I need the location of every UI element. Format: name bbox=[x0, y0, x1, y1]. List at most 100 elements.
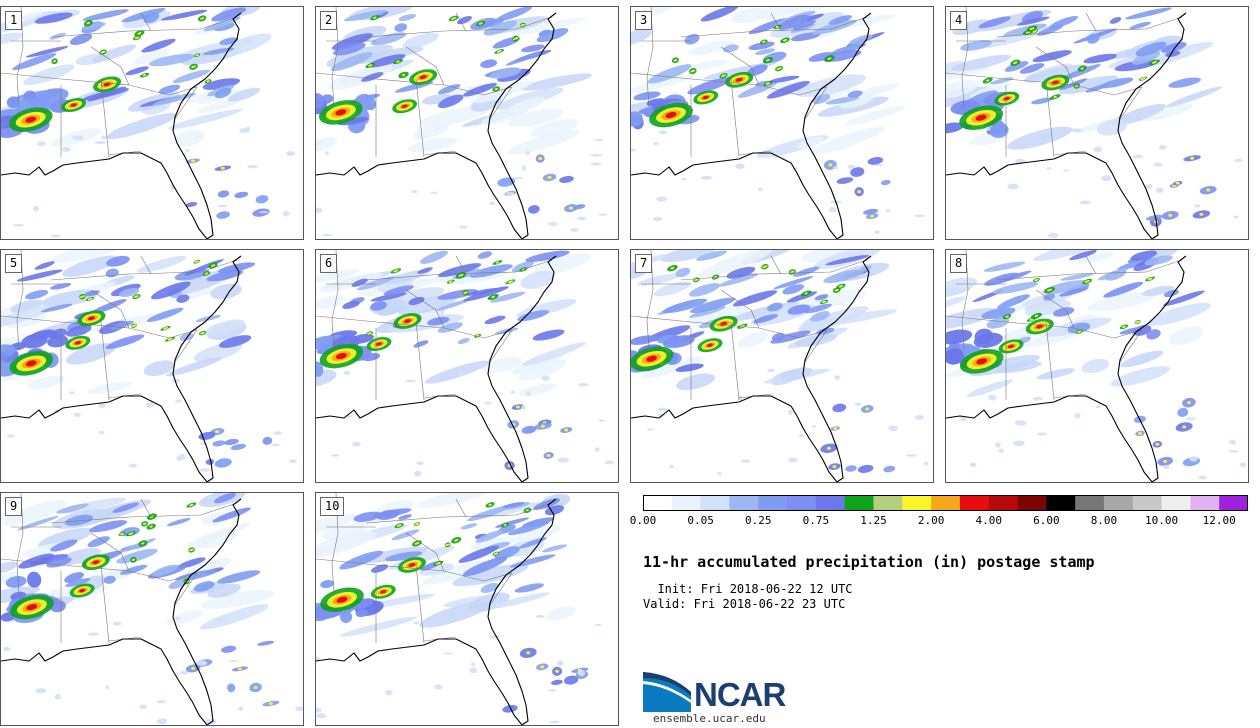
precip-speck bbox=[1132, 154, 1143, 159]
precip-speck bbox=[434, 684, 443, 690]
precip-cell bbox=[870, 214, 875, 218]
precip-speck bbox=[156, 700, 166, 704]
precip-cell bbox=[435, 561, 442, 565]
precip-band bbox=[384, 551, 423, 562]
precip-speck bbox=[798, 433, 805, 438]
precip-band bbox=[787, 304, 811, 315]
state-border bbox=[489, 572, 513, 606]
precip-band bbox=[790, 32, 821, 42]
state-border bbox=[1045, 321, 1055, 401]
precip-band bbox=[202, 78, 241, 90]
precip-speck bbox=[128, 463, 138, 468]
precip-core-red bbox=[404, 319, 412, 323]
precip-light-area bbox=[820, 309, 897, 326]
precip-band bbox=[394, 23, 408, 32]
precip-speck bbox=[1047, 232, 1059, 239]
member-panel-6[interactable]: 6 bbox=[315, 249, 619, 483]
state-border bbox=[680, 16, 868, 38]
member-panel-10[interactable]: 10 bbox=[315, 492, 619, 726]
state-border bbox=[1035, 289, 1075, 329]
precip-cell bbox=[826, 446, 831, 450]
precip-band bbox=[214, 493, 236, 504]
colorbar-swatch bbox=[671, 495, 702, 511]
precip-cell bbox=[1013, 61, 1018, 65]
precip-speck bbox=[246, 164, 259, 169]
colorbar-border bbox=[643, 495, 1248, 511]
precip-band bbox=[1004, 61, 1029, 72]
precip-speck bbox=[652, 142, 659, 146]
precip-light-area bbox=[780, 367, 813, 382]
precip-band bbox=[330, 52, 373, 72]
precip-cell bbox=[212, 440, 226, 447]
colorbar-swatch bbox=[1190, 495, 1220, 511]
precip-speck bbox=[874, 164, 884, 167]
precip-band bbox=[355, 609, 368, 618]
precip-light-area bbox=[691, 59, 729, 70]
logo-url: ensemble.ucar.edu bbox=[653, 712, 766, 725]
precip-cell bbox=[513, 37, 519, 40]
precip-cell bbox=[832, 465, 837, 469]
precip-band bbox=[978, 16, 1011, 29]
precip-light-area bbox=[136, 255, 187, 273]
member-panel-4[interactable]: 4 bbox=[945, 6, 1249, 240]
precip-core-red bbox=[1007, 344, 1015, 349]
precip-band bbox=[1016, 16, 1050, 26]
precip-band bbox=[1109, 17, 1122, 24]
member-panel-7[interactable]: 7 bbox=[630, 249, 934, 483]
precip-cell bbox=[563, 675, 579, 685]
precip-band bbox=[662, 298, 708, 314]
panel-number: 7 bbox=[635, 254, 653, 273]
precip-speck bbox=[35, 688, 47, 694]
precip-light-area bbox=[357, 546, 429, 564]
precip-band bbox=[828, 15, 853, 25]
precip-cell bbox=[478, 22, 483, 25]
precip-band bbox=[47, 335, 69, 348]
state-border bbox=[365, 259, 553, 281]
member-panel-3[interactable]: 3 bbox=[630, 6, 934, 240]
precip-speck bbox=[757, 187, 763, 192]
precip-cell bbox=[1140, 77, 1146, 81]
precip-speck bbox=[960, 416, 967, 422]
colorbar-swatch bbox=[1046, 495, 1076, 511]
precip-speck bbox=[590, 154, 603, 157]
member-panel-9[interactable]: 9 bbox=[0, 492, 304, 726]
precip-light-area bbox=[1110, 366, 1171, 387]
member-panel-8[interactable]: 8 bbox=[945, 249, 1249, 483]
precip-light-area bbox=[167, 109, 243, 130]
precip-speck bbox=[998, 448, 1004, 453]
state-border bbox=[758, 327, 828, 339]
precip-cell bbox=[690, 69, 696, 73]
precip-light-area bbox=[518, 383, 557, 397]
precip-cell bbox=[494, 87, 498, 91]
precip-band bbox=[983, 261, 1026, 272]
state-border bbox=[415, 78, 425, 158]
precip-light-area bbox=[207, 583, 241, 598]
colorbar-swatch bbox=[902, 495, 932, 511]
state-border bbox=[946, 315, 1075, 329]
precip-speck bbox=[1070, 128, 1083, 133]
precip-cell bbox=[1034, 278, 1039, 282]
precip-band bbox=[116, 548, 158, 564]
precip-core-red bbox=[1036, 324, 1044, 329]
precip-speck bbox=[282, 210, 290, 217]
colorbar-swatch bbox=[873, 495, 903, 511]
precip-band bbox=[371, 564, 389, 573]
member-panel-2[interactable]: 2 bbox=[315, 6, 619, 240]
precip-cell bbox=[1206, 188, 1211, 192]
state-border bbox=[443, 84, 513, 96]
precip-cell bbox=[200, 17, 205, 20]
precip-speck bbox=[413, 621, 420, 625]
precip-speck bbox=[331, 454, 340, 457]
precip-speck bbox=[175, 399, 183, 403]
precip-band bbox=[519, 537, 547, 549]
precip-band bbox=[1019, 63, 1045, 74]
precip-speck bbox=[594, 623, 602, 626]
precip-speck bbox=[36, 141, 46, 147]
precip-cell bbox=[836, 177, 854, 184]
precip-cell bbox=[131, 558, 136, 561]
member-panel-5[interactable]: 5 bbox=[0, 249, 304, 483]
member-panel-1[interactable]: 1 bbox=[0, 6, 304, 240]
precip-band bbox=[462, 83, 497, 97]
precip-band bbox=[647, 64, 692, 84]
precip-speck bbox=[988, 394, 997, 401]
